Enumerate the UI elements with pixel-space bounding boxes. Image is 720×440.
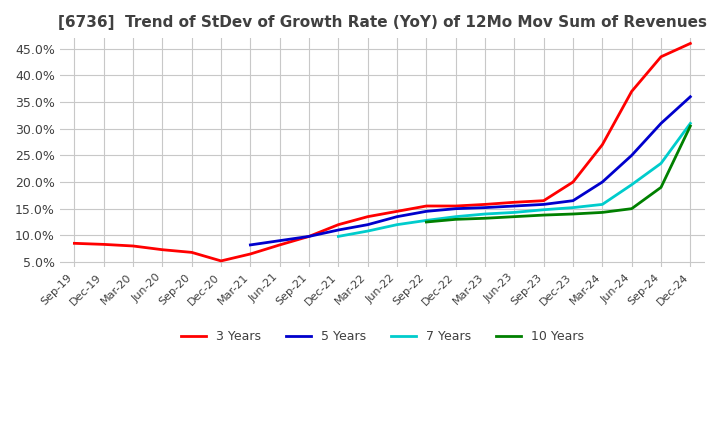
10 Years — [422, 220, 431, 225]
3 Years — [364, 214, 372, 219]
3 Years — [158, 247, 167, 253]
Line: 10 Years: 10 Years — [426, 126, 690, 222]
7 Years — [686, 121, 695, 126]
3 Years — [70, 241, 78, 246]
10 Years — [686, 123, 695, 128]
3 Years — [539, 198, 548, 203]
7 Years — [481, 211, 490, 216]
3 Years — [334, 222, 343, 227]
Line: 3 Years: 3 Years — [74, 44, 690, 261]
7 Years — [657, 161, 665, 166]
5 Years — [657, 121, 665, 126]
3 Years — [129, 243, 138, 249]
10 Years — [569, 211, 577, 216]
5 Years — [539, 202, 548, 207]
3 Years — [422, 203, 431, 209]
3 Years — [451, 203, 460, 209]
3 Years — [305, 234, 313, 239]
5 Years — [305, 234, 313, 239]
3 Years — [99, 242, 108, 247]
3 Years — [217, 258, 225, 264]
Legend: 3 Years, 5 Years, 7 Years, 10 Years: 3 Years, 5 Years, 7 Years, 10 Years — [176, 325, 589, 348]
5 Years — [569, 198, 577, 203]
10 Years — [539, 213, 548, 218]
3 Years — [510, 200, 518, 205]
5 Years — [392, 214, 401, 219]
7 Years — [422, 218, 431, 223]
3 Years — [686, 41, 695, 46]
3 Years — [392, 209, 401, 214]
7 Years — [569, 205, 577, 210]
7 Years — [451, 214, 460, 219]
3 Years — [598, 142, 607, 147]
10 Years — [510, 214, 518, 219]
10 Years — [657, 185, 665, 190]
10 Years — [481, 216, 490, 221]
3 Years — [627, 89, 636, 94]
5 Years — [481, 205, 490, 210]
7 Years — [334, 234, 343, 239]
5 Years — [334, 227, 343, 233]
7 Years — [539, 207, 548, 213]
3 Years — [569, 180, 577, 185]
Title: [6736]  Trend of StDev of Growth Rate (YoY) of 12Mo Mov Sum of Revenues: [6736] Trend of StDev of Growth Rate (Yo… — [58, 15, 707, 30]
5 Years — [451, 206, 460, 211]
5 Years — [627, 153, 636, 158]
3 Years — [481, 202, 490, 207]
7 Years — [627, 182, 636, 187]
7 Years — [510, 210, 518, 215]
5 Years — [422, 209, 431, 214]
7 Years — [364, 228, 372, 234]
7 Years — [598, 202, 607, 207]
3 Years — [187, 250, 196, 255]
3 Years — [657, 54, 665, 59]
5 Years — [598, 180, 607, 185]
5 Years — [686, 94, 695, 99]
10 Years — [451, 216, 460, 222]
Line: 7 Years: 7 Years — [338, 123, 690, 236]
3 Years — [246, 251, 255, 257]
Line: 5 Years: 5 Years — [251, 97, 690, 245]
7 Years — [392, 222, 401, 227]
3 Years — [275, 242, 284, 248]
10 Years — [598, 210, 607, 215]
5 Years — [246, 242, 255, 248]
10 Years — [627, 206, 636, 211]
5 Years — [364, 222, 372, 227]
5 Years — [275, 238, 284, 243]
5 Years — [510, 203, 518, 209]
